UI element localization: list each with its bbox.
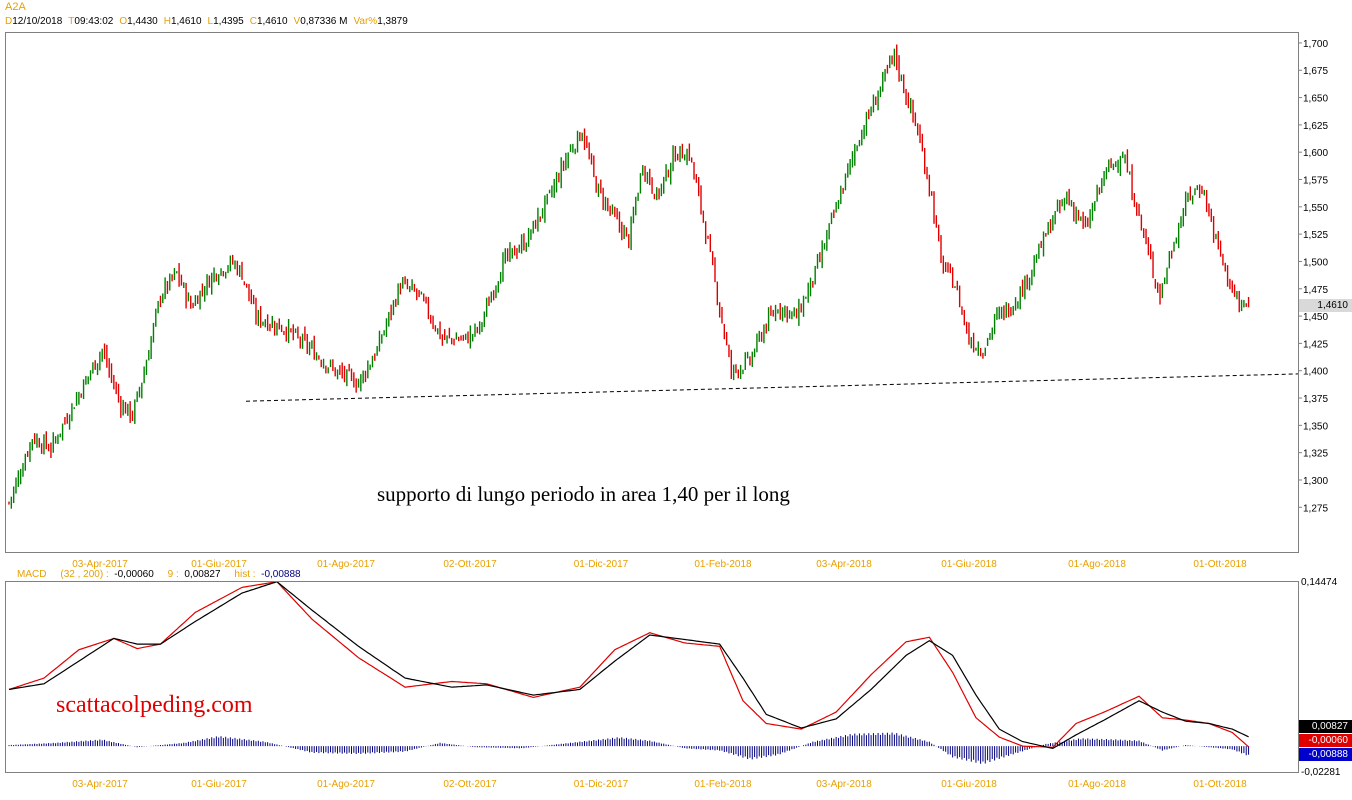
- header-value-2: 1,4430: [127, 16, 158, 27]
- price-tick-label: 1,675: [1303, 66, 1328, 77]
- header-key-5: C: [249, 16, 257, 27]
- date-tick-label: 02-Ott-2017: [443, 779, 497, 790]
- price-tick-label: 1,375: [1303, 394, 1328, 405]
- support-line: [245, 373, 1298, 402]
- price-tick-label: 1,350: [1303, 421, 1328, 432]
- macd-badge: -0,00060: [1299, 734, 1352, 747]
- chart-symbol: A2A: [5, 1, 26, 13]
- signal-label: 9 :: [167, 569, 179, 580]
- date-tick-label: 03-Apr-2018: [816, 779, 872, 790]
- date-tick-label: 01-Dic-2017: [574, 779, 629, 790]
- hist-label: hist :: [234, 569, 256, 580]
- price-panel: [5, 32, 1299, 553]
- date-tick-label: 03-Apr-2018: [816, 559, 872, 570]
- date-axis-price: 03-Apr-2017 01-Giu-2017 01-Ago-2017 02-Ott-…: [72, 559, 1247, 570]
- date-tick-label: 03-Apr-2017: [72, 559, 128, 570]
- header-key-7: Var%: [353, 16, 378, 27]
- macd-tick-label: -0,02281: [1301, 767, 1341, 776]
- macd-tick-label: 0,14474: [1301, 577, 1338, 588]
- price-tick-label: 1,575: [1303, 176, 1328, 187]
- macd-label: MACD: [17, 569, 47, 580]
- price-chart: [8, 44, 1298, 509]
- header-value-5: 1,4610: [256, 16, 288, 27]
- date-tick-label: 01-Giu-2018: [941, 779, 997, 790]
- price-tick-label: 1,425: [1303, 339, 1328, 350]
- date-tick-label: 01-Feb-2018: [694, 559, 752, 570]
- date-tick-label: 01-Ott-2018: [1193, 559, 1247, 570]
- watermark: scattacolpeding.com: [56, 692, 253, 718]
- price-tick-label: 1,625: [1303, 121, 1328, 132]
- macd-panel: [5, 581, 1299, 773]
- macd-line: [8, 582, 1249, 748]
- date-tick-label: 01-Giu-2017: [191, 779, 247, 790]
- price-axis: 1,700 1,675 1,650 1,625 1,600 1,575 1,550 1,525…: [1299, 39, 1328, 514]
- header-value-3: 1,4610: [170, 16, 202, 27]
- price-tick-label: 1,400: [1303, 367, 1328, 378]
- price-tick-label: 1,325: [1303, 449, 1328, 460]
- date-tick-label: 01-Ago-2018: [1068, 559, 1126, 570]
- date-tick-label: 01-Ott-2018: [1193, 779, 1247, 790]
- date-tick-label: 01-Giu-2017: [191, 559, 247, 570]
- price-tick-label: 1,525: [1303, 230, 1328, 241]
- macd-value: -0,00060: [114, 569, 154, 580]
- macd-params: (32 , 200) :: [60, 569, 109, 580]
- price-tick-label: 1,500: [1303, 257, 1328, 268]
- macd-header: MACD (32 , 200) : -0,00060 9 : 0,00827 h…: [17, 569, 301, 580]
- date-tick-label: 01-Ago-2017: [317, 779, 375, 790]
- header-key-3: H: [163, 16, 171, 27]
- date-tick-label: 02-Ott-2017: [443, 559, 497, 570]
- header-key-4: L: [207, 16, 214, 27]
- macd-chart: [8, 582, 1250, 764]
- header-value-1: 09:43:02: [74, 16, 114, 27]
- header-value-4: 1,4395: [213, 16, 244, 27]
- price-tick-label: 1,300: [1303, 476, 1328, 487]
- price-tick-label: 1,475: [1303, 285, 1328, 296]
- signal-badge: 0,00827: [1299, 720, 1352, 733]
- macd-axis: 0,14474 -0,02281: [1301, 577, 1341, 776]
- price-tick-label: 1,700: [1303, 39, 1328, 50]
- date-axis-macd: 03-Apr-2017 01-Giu-2017 01-Ago-2017 02-Ott-…: [72, 779, 1247, 790]
- hist-value: -0,00888: [261, 569, 301, 580]
- header-key-6: V: [293, 16, 301, 27]
- header-key-2: O: [119, 16, 128, 27]
- header-key-1: T: [68, 16, 75, 27]
- hist-badge: -0,00888: [1299, 748, 1352, 761]
- header-value-7: 1,3879: [377, 16, 408, 27]
- header-value-6: 0,87336 M: [300, 16, 348, 27]
- signal-line: [8, 582, 1249, 750]
- price-tick-label: 1,275: [1303, 503, 1328, 514]
- header-value-0: 12/10/2018: [12, 16, 63, 27]
- date-tick-label: 01-Ago-2017: [317, 559, 375, 570]
- price-tick-label: 1,450: [1303, 312, 1328, 323]
- price-tick-label: 1,650: [1303, 94, 1328, 105]
- date-tick-label: 03-Apr-2017: [72, 779, 128, 790]
- date-tick-label: 01-Ago-2018: [1068, 779, 1126, 790]
- date-tick-label: 01-Giu-2018: [941, 559, 997, 570]
- signal-value: 0,00827: [184, 569, 221, 580]
- ohlc-header: D12/10/2018 T09:43:02 O1,4430 H1,4610 L1,439…: [5, 16, 414, 27]
- support-annotation: supporto di lungo periodo in area 1,40 p…: [377, 482, 790, 506]
- date-tick-label: 01-Feb-2018: [694, 779, 752, 790]
- header-key-0: D: [5, 16, 13, 27]
- last-price-badge: 1,4610: [1299, 299, 1352, 312]
- date-tick-label: 01-Dic-2017: [574, 559, 629, 570]
- price-tick-label: 1,550: [1303, 203, 1328, 214]
- price-tick-label: 1,600: [1303, 148, 1328, 159]
